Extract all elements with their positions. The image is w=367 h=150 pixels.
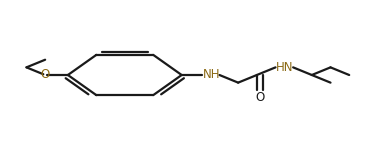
Text: O: O: [255, 91, 264, 104]
Text: O: O: [40, 69, 50, 81]
Text: HN: HN: [276, 61, 294, 74]
Text: NH: NH: [203, 69, 221, 81]
